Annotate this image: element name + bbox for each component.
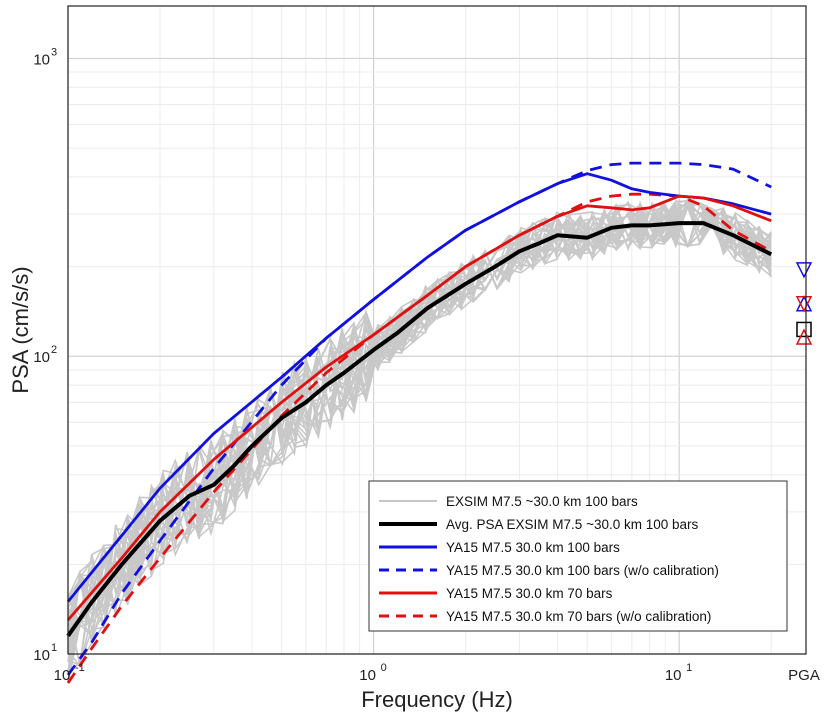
legend-label-ya15-70: YA15 M7.5 30.0 km 70 bars	[446, 586, 613, 601]
y-tick-exponent: 3	[51, 46, 57, 58]
axis-ticks: 10 -1 10 0 10 110 110 210 3	[33, 46, 692, 684]
x-tick-exponent: 0	[381, 662, 387, 674]
avg-psa-line	[66, 221, 773, 638]
pga-marker-triangle-down	[795, 262, 813, 279]
legend-label-ya15-100-nocal: YA15 M7.5 30.0 km 100 bars (w/o calibrat…	[446, 563, 719, 578]
legend: EXSIM M7.5 ~30.0 km 100 bars Avg. PSA EX…	[368, 480, 788, 632]
legend-label-ya15-100: YA15 M7.5 30.0 km 100 bars	[446, 540, 620, 555]
y-tick-exponent: 2	[51, 344, 57, 356]
x-axis-title: Frequency (Hz)	[361, 687, 513, 712]
legend-box	[368, 480, 788, 632]
y-tick-label: 10	[33, 647, 50, 664]
pga-marker-triangle-up	[795, 328, 813, 345]
x-tick-exponent: -1	[75, 662, 85, 674]
legend-label-avg: Avg. PSA EXSIM M7.5 ~30.0 km 100 bars	[446, 517, 699, 532]
curves	[66, 161, 773, 684]
plot-frame	[67, 5, 807, 655]
x-tick-exponent: 1	[686, 662, 692, 674]
y-tick-label: 10	[33, 51, 50, 68]
pga-marker-square	[796, 321, 812, 338]
ya15-70bars-line	[66, 194, 772, 622]
exsim-realization-line	[67, 206, 772, 672]
legend-label-exsim: EXSIM M7.5 ~30.0 km 100 bars	[446, 494, 638, 509]
pga-label: PGA	[788, 667, 820, 684]
y-tick-exponent: 1	[51, 642, 57, 654]
x-tick-label: 10	[665, 667, 682, 684]
exsim-realization-line	[67, 203, 772, 665]
y-axis-title: PSA (cm/s/s)	[8, 266, 33, 393]
x-tick-label: 10	[359, 667, 376, 684]
y-tick-label: 10	[33, 349, 50, 366]
pga-marker-triangle-down	[795, 296, 813, 313]
pga-markers	[795, 262, 813, 345]
x-tick-label: 10	[54, 667, 71, 684]
legend-label-ya15-70-nocal: YA15 M7.5 30.0 km 70 bars (w/o calibrati…	[446, 609, 711, 624]
exsim-realization-line	[67, 206, 772, 650]
